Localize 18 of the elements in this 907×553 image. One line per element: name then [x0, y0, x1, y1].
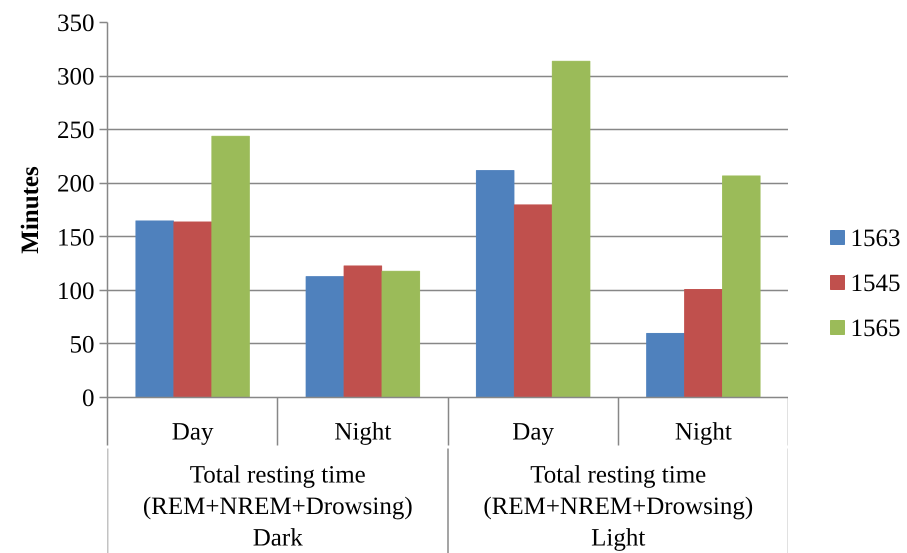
text: Total resting time (REM+NREM+Drowsing) Light: [483, 462, 754, 552]
x-tick-label: Day: [172, 418, 214, 446]
y-tick-label: 100: [57, 278, 94, 305]
y-axis-title: Minutes: [17, 166, 44, 254]
y-tick-label: 250: [57, 117, 94, 144]
text: Total resting time (REM+NREM+Drowsing) Dark: [142, 462, 413, 552]
legend-label: 1563: [850, 225, 900, 252]
x-tick-label: Day: [512, 418, 554, 446]
y-tick-label: 350: [57, 10, 94, 37]
y-tick-label: 200: [57, 170, 94, 198]
y-tick-label: 150: [57, 224, 94, 252]
y-tick-label: 50: [70, 331, 94, 358]
x-tick-label: Night: [674, 418, 732, 446]
y-tick-label: 0: [82, 385, 94, 412]
x-tick-label: Night: [334, 418, 392, 446]
legend-label: 1545: [850, 270, 900, 297]
legend-label: 1565: [850, 315, 900, 342]
y-tick-label: 300: [57, 64, 94, 91]
